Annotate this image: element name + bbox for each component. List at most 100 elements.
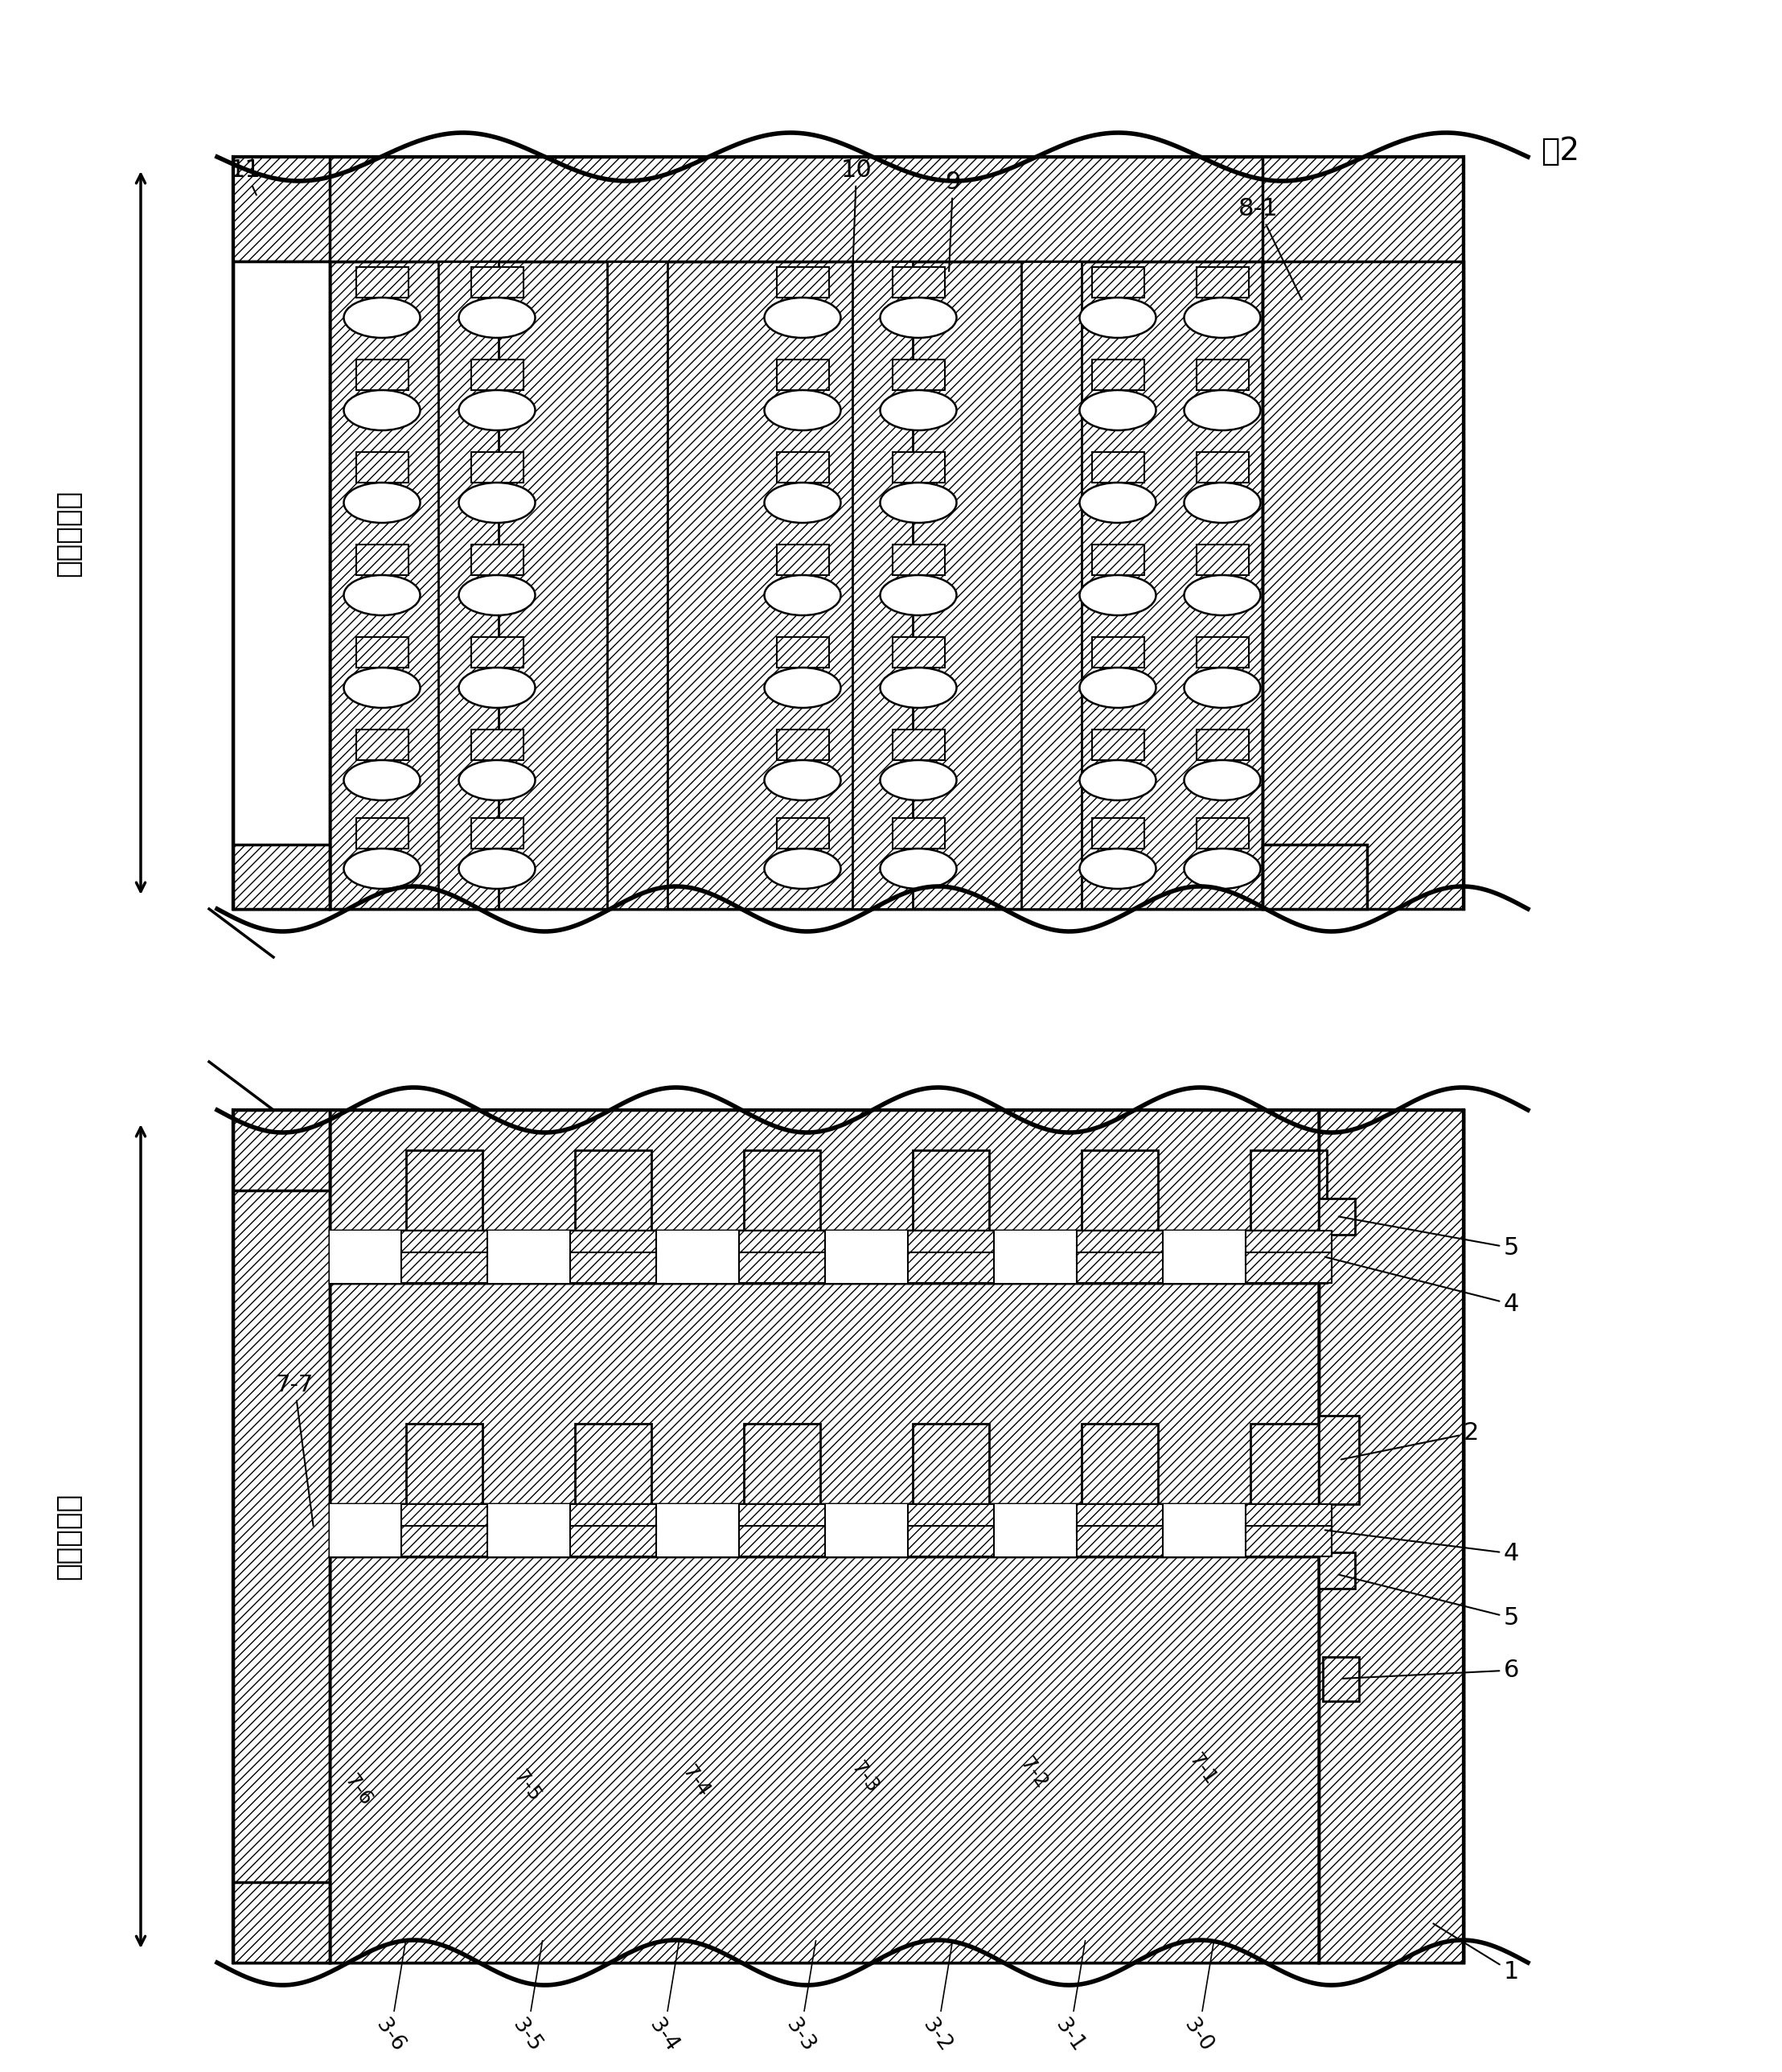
Bar [893,452,944,483]
Text: 器件形成区: 器件形成区 [55,1492,82,1579]
Bar [1076,1231,1164,1262]
Bar [330,157,1262,261]
Bar [777,636,829,667]
Ellipse shape [344,667,421,709]
Ellipse shape [880,760,957,800]
Bar [233,845,330,910]
Ellipse shape [1183,576,1260,615]
Bar [233,261,330,910]
Bar [570,1231,656,1262]
Ellipse shape [764,576,841,615]
Bar [233,1111,330,1962]
Bar [852,261,912,910]
Bar [356,729,408,760]
Bar [893,818,944,850]
Bar [1092,818,1144,850]
Bar [570,1504,656,1535]
Bar [777,545,829,576]
Bar [907,1251,994,1283]
Bar [740,1525,825,1556]
Bar [406,1150,483,1283]
Bar [1076,1525,1164,1556]
Ellipse shape [1183,760,1260,800]
Bar [330,1231,1319,1283]
Bar [233,1881,330,1962]
Bar [893,545,944,576]
Ellipse shape [880,298,957,338]
Ellipse shape [344,390,421,431]
Text: 7-6: 7-6 [340,1772,376,1809]
Bar [330,1111,1319,1962]
Bar [438,261,499,910]
Bar [907,1231,994,1262]
Text: 8-1: 8-1 [1238,197,1303,300]
Ellipse shape [764,760,841,800]
Text: 4: 4 [1326,1258,1520,1316]
Bar [1262,845,1367,910]
Bar [1158,1504,1251,1556]
Bar [330,261,1262,910]
Bar [1196,818,1249,850]
Bar [608,261,668,910]
Ellipse shape [764,483,841,522]
Bar [989,1504,1082,1556]
Bar [576,1423,652,1556]
Bar [330,1504,1319,1556]
Text: 3-3: 3-3 [782,1941,818,2055]
Bar [1082,1423,1158,1556]
Ellipse shape [458,390,535,431]
Bar [406,1423,483,1556]
Bar [233,157,1463,910]
Bar [893,267,944,298]
Ellipse shape [880,483,957,522]
Bar [233,261,330,910]
Bar [777,267,829,298]
Ellipse shape [880,850,957,889]
Ellipse shape [458,576,535,615]
Bar [1196,452,1249,483]
Bar [1246,1251,1331,1283]
Bar [1082,1150,1158,1283]
Bar [743,1423,820,1556]
Bar [1092,729,1144,760]
Text: 10: 10 [841,157,871,276]
Bar [740,1231,825,1262]
Bar [356,545,408,576]
Ellipse shape [1183,390,1260,431]
Text: 6: 6 [1344,1658,1520,1682]
Bar [483,1504,576,1556]
Bar [989,1231,1082,1283]
Bar [652,1231,743,1283]
Text: 7-3: 7-3 [846,1759,882,1796]
Bar [233,1111,1463,1962]
Bar [356,636,408,667]
Ellipse shape [458,850,535,889]
Bar [356,361,408,390]
Bar [1158,1231,1251,1283]
Bar [1092,361,1144,390]
Bar [907,1525,994,1556]
Bar [470,452,524,483]
Ellipse shape [1080,390,1157,431]
Text: 3-6: 3-6 [371,1941,408,2055]
Bar [1196,267,1249,298]
Bar [893,636,944,667]
Ellipse shape [344,483,421,522]
Text: 4: 4 [1326,1529,1520,1564]
Text: 1: 1 [1433,1923,1520,1983]
Ellipse shape [458,298,535,338]
Ellipse shape [764,850,841,889]
Bar [777,361,829,390]
Ellipse shape [344,298,421,338]
Ellipse shape [764,390,841,431]
Bar [470,729,524,760]
Ellipse shape [1080,760,1157,800]
Ellipse shape [1183,667,1260,709]
Bar [1196,545,1249,576]
Text: 7-7: 7-7 [276,1374,314,1527]
Bar [912,1423,989,1556]
Bar [401,1231,486,1262]
Bar [1246,1504,1331,1535]
Bar [330,1111,1319,1962]
Bar [1319,1415,1360,1504]
